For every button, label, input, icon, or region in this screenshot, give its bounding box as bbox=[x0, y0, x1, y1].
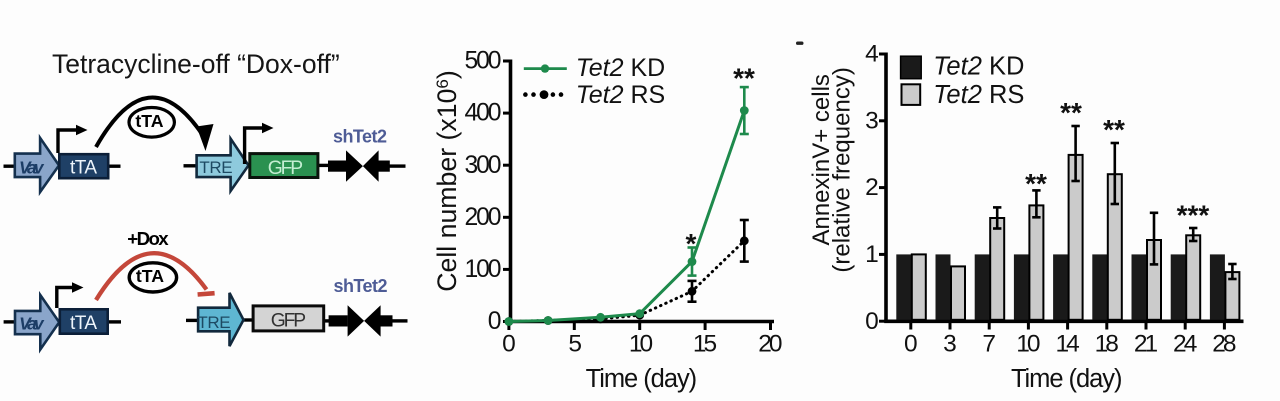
svg-text:Tet2 KD: Tet2 KD bbox=[576, 54, 665, 82]
svg-text:0: 0 bbox=[904, 331, 918, 358]
svg-text:Cell number (x106): Cell number (x106) bbox=[432, 70, 462, 292]
svg-text:1: 1 bbox=[865, 241, 879, 268]
svg-text:14: 14 bbox=[1055, 331, 1079, 358]
svg-text:(relative frequency): (relative frequency) bbox=[829, 67, 856, 272]
svg-text:Time (day): Time (day) bbox=[586, 365, 698, 393]
svg-text:**: ** bbox=[1103, 114, 1125, 145]
svg-text:20: 20 bbox=[758, 330, 782, 357]
svg-text:28: 28 bbox=[1212, 331, 1236, 358]
svg-text:0: 0 bbox=[865, 308, 879, 335]
svg-text:10: 10 bbox=[629, 330, 653, 357]
svg-text:18: 18 bbox=[1095, 331, 1119, 358]
svg-text:***: *** bbox=[1177, 200, 1210, 231]
svg-text:**: ** bbox=[733, 63, 755, 94]
svg-text:tTA: tTA bbox=[70, 158, 97, 179]
svg-text:10: 10 bbox=[1016, 331, 1040, 358]
svg-text:21: 21 bbox=[1134, 331, 1158, 358]
svg-text:AnnexinV+ cells: AnnexinV+ cells bbox=[808, 74, 835, 245]
svg-text:2: 2 bbox=[865, 174, 879, 201]
svg-text:shTet2: shTet2 bbox=[334, 276, 388, 296]
svg-text:0: 0 bbox=[488, 308, 502, 335]
svg-text:0: 0 bbox=[502, 330, 516, 357]
svg-text:+Dox: +Dox bbox=[127, 228, 169, 249]
svg-text:400: 400 bbox=[465, 100, 502, 127]
svg-text:tTA: tTA bbox=[70, 313, 97, 334]
svg-text:Tet2 RS: Tet2 RS bbox=[933, 81, 1024, 109]
svg-text:Vav: Vav bbox=[19, 313, 45, 333]
svg-text:4: 4 bbox=[865, 41, 879, 68]
svg-text:Vav: Vav bbox=[19, 158, 45, 178]
svg-text:5: 5 bbox=[568, 330, 582, 357]
svg-text:Time (day): Time (day) bbox=[1011, 365, 1123, 393]
svg-text:TRE: TRE bbox=[199, 158, 232, 177]
svg-text:3: 3 bbox=[865, 107, 879, 134]
svg-text:*: * bbox=[686, 228, 697, 259]
svg-text:15: 15 bbox=[693, 330, 717, 357]
svg-text:TRE: TRE bbox=[197, 313, 230, 332]
svg-text:**: ** bbox=[1060, 97, 1082, 128]
svg-text:24: 24 bbox=[1173, 331, 1197, 358]
svg-text:7: 7 bbox=[982, 331, 996, 358]
svg-text:GFP: GFP bbox=[271, 311, 306, 332]
svg-text:Tetracycline-off “Dox-off”: Tetracycline-off “Dox-off” bbox=[52, 49, 340, 79]
svg-text:300: 300 bbox=[465, 152, 502, 179]
svg-text:Tet2 RS: Tet2 RS bbox=[576, 81, 665, 109]
svg-text:200: 200 bbox=[465, 204, 502, 231]
svg-text:3: 3 bbox=[943, 331, 957, 358]
svg-text:500: 500 bbox=[465, 48, 502, 75]
svg-text:tTA: tTA bbox=[135, 111, 163, 131]
svg-text:**: ** bbox=[1025, 168, 1047, 199]
svg-text:GFP: GFP bbox=[268, 158, 303, 179]
svg-text:shTet2: shTet2 bbox=[333, 127, 387, 147]
svg-text:Tet2 KD: Tet2 KD bbox=[933, 53, 1024, 81]
svg-text:tTA: tTA bbox=[136, 266, 164, 286]
svg-text:100: 100 bbox=[465, 256, 502, 283]
